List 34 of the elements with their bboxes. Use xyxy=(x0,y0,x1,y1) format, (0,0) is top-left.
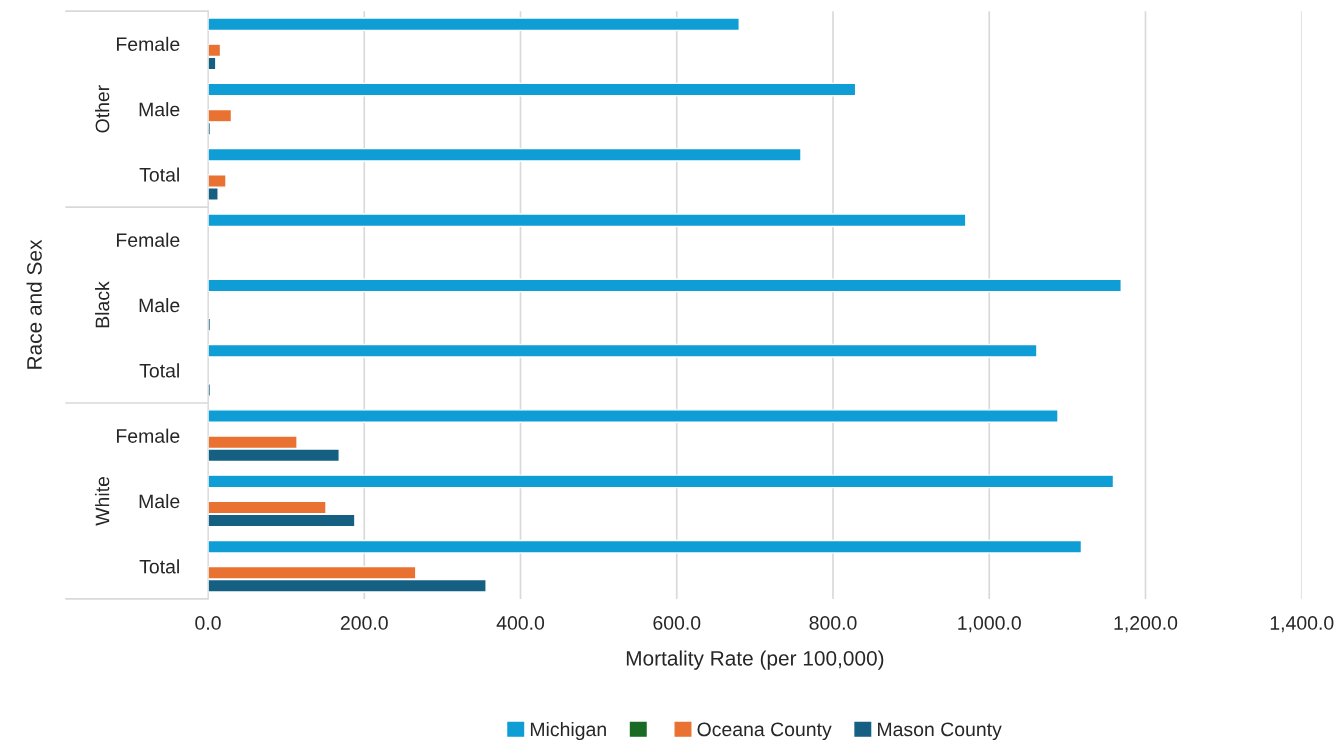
y-tick-label: Total xyxy=(139,559,179,574)
bar xyxy=(208,539,1083,554)
y-tick-label: Male xyxy=(139,493,180,509)
text: White xyxy=(95,476,110,526)
x-tick-label: 400.0 xyxy=(496,616,545,630)
x-tick-label: 600.0 xyxy=(653,616,701,630)
bar xyxy=(208,278,1122,293)
bar xyxy=(208,409,1059,423)
y-tick-label: Female xyxy=(117,36,180,52)
x-tick-label: 0.0 xyxy=(195,616,221,630)
bar xyxy=(208,474,1115,489)
y-axis-title: Race and Sex xyxy=(26,239,42,369)
bar xyxy=(208,82,857,97)
y-tick-label: Male xyxy=(139,102,180,117)
bar xyxy=(208,17,740,32)
x-tick-label: 1,000.0 xyxy=(958,616,1021,633)
text: Other xyxy=(95,85,110,133)
x-tick-label: 1,200.0 xyxy=(1114,616,1178,633)
legend-label: Oceana County xyxy=(697,722,832,741)
y-tick-label: Total xyxy=(139,167,179,182)
x-axis-title: Mortality Rate (per 100,000) xyxy=(626,650,884,670)
y-tick-label: Male xyxy=(139,297,180,313)
bar xyxy=(208,343,1038,358)
legend-label: Mason County xyxy=(878,722,1002,741)
x-tick-label: 1,400.0 xyxy=(1270,616,1334,633)
y-tick-label: Female xyxy=(117,232,180,247)
bar xyxy=(208,213,967,228)
x-tick-label: 200.0 xyxy=(340,616,388,630)
y-tick-label: Female xyxy=(117,428,180,443)
bar xyxy=(208,147,802,162)
text: Black xyxy=(95,281,110,328)
x-tick-label: 800.0 xyxy=(809,616,857,630)
y-tick-label: Total xyxy=(139,363,179,378)
legend-label: Michigan xyxy=(530,721,606,741)
